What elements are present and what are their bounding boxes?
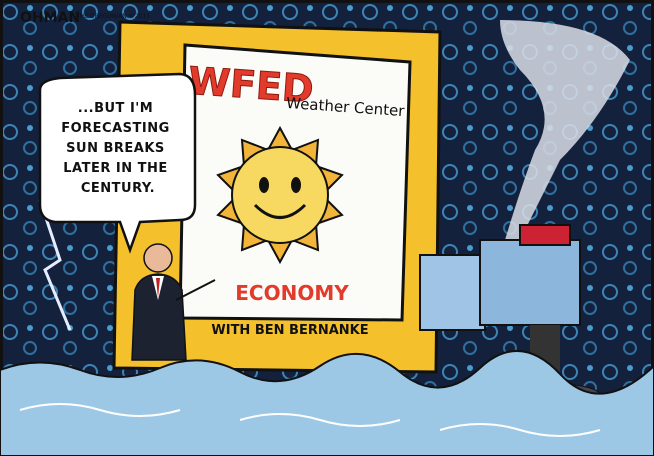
speech-line: SUN BREAKS: [66, 141, 165, 156]
speech-line: CENTURY.: [81, 181, 155, 196]
banner: WITH BEN BERNANKE: [211, 323, 368, 338]
speech-line: FORECASTING: [61, 121, 170, 136]
caption: ECONOMY: [235, 281, 349, 305]
speech-text: ...BUT I'M FORECASTING SUN BREAKS LATER …: [61, 101, 175, 196]
flood-water: [0, 349, 654, 456]
waves: [19, 403, 601, 437]
artist-signature: OHMAN: [20, 10, 80, 26]
credit: THE OREGONIAN ©2011: [75, 13, 150, 20]
tornado: [500, 20, 630, 240]
logo: WFED: [187, 59, 315, 112]
presenter: [131, 243, 216, 361]
sun: [216, 125, 344, 265]
speech-line: LATER IN THE: [63, 161, 168, 176]
lightning: [38, 199, 72, 331]
speech-bubble: [38, 72, 197, 254]
speech-line: ...BUT I'M: [78, 101, 153, 116]
